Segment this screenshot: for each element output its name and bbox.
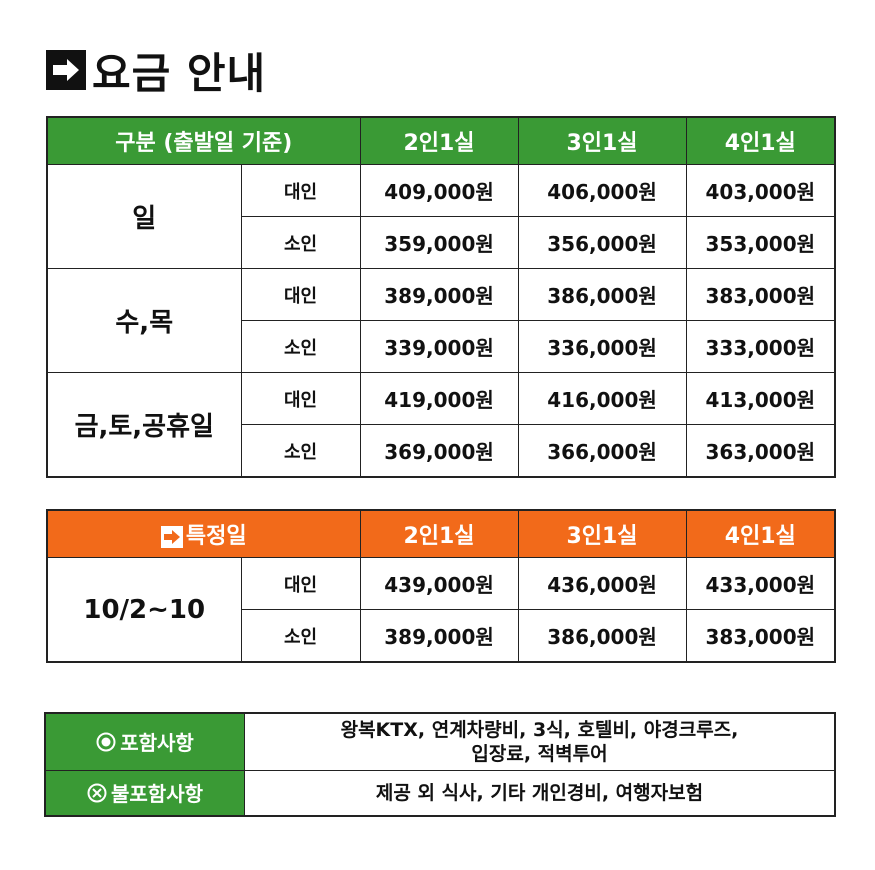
table-row: 소인 339,000원 336,000원 333,000원 <box>47 320 836 373</box>
table-row: 10/2~10 대인 439,000원 436,000원 433,000원 <box>46 557 836 663</box>
included-label: 포함사항 <box>120 731 194 755</box>
table-row: 금,토,공휴일 대인 419,000원 416,000원 413,000원 <box>46 372 836 478</box>
special-header-row: 특정일 2인1실 3인1실 4인1실 <box>46 509 836 558</box>
price-cell: 336,000원 <box>517 320 687 373</box>
table-row: 소인 389,000원 386,000원 383,000원 <box>47 609 836 663</box>
regular-header-row: 구분 (출발일 기준) 2인1실 3인1실 4인1실 <box>46 116 836 165</box>
price-cell: 359,000원 <box>359 216 519 269</box>
header-category: 구분 (출발일 기준) <box>46 116 361 165</box>
price-cell: 383,000원 <box>685 268 836 321</box>
circle-dot-icon <box>96 732 116 757</box>
header-3person: 3인1실 <box>517 116 687 165</box>
age-child: 소인 <box>240 216 361 269</box>
group-fri-sat-holiday: 금,토,공휴일 <box>46 372 242 478</box>
special-price-table: 특정일 2인1실 3인1실 4인1실 10/2~10 대인 439,000원 4… <box>46 509 837 663</box>
header-special-label: 특정일 <box>185 524 247 549</box>
page-title: 요금 안내 <box>46 42 266 98</box>
price-cell: 363,000원 <box>685 424 836 478</box>
price-cell: 339,000원 <box>359 320 519 373</box>
price-cell: 366,000원 <box>517 424 687 478</box>
price-cell: 403,000원 <box>685 164 836 217</box>
included-value: 왕복KTX, 연계차량비, 3식, 호텔비, 야경크루즈, 입장료, 적벽투어 <box>244 712 836 771</box>
header-3person: 3인1실 <box>517 509 687 558</box>
price-cell: 439,000원 <box>359 557 519 610</box>
arrow-right-box-icon <box>160 526 183 548</box>
age-child: 소인 <box>240 424 361 478</box>
group-sunday: 일 <box>46 164 242 269</box>
arrow-right-box-icon <box>46 50 86 90</box>
included-row: 포함사항 왕복KTX, 연계차량비, 3식, 호텔비, 야경크루즈, 입장료, … <box>44 712 836 771</box>
header-special-date: 특정일 <box>46 509 361 558</box>
age-adult: 대인 <box>240 557 361 610</box>
table-row: 수,목 대인 389,000원 386,000원 383,000원 <box>46 268 836 373</box>
included-line-1: 왕복KTX, 연계차량비, 3식, 호텔비, 야경크루즈, <box>340 719 739 741</box>
table-row: 소인 359,000원 356,000원 353,000원 <box>47 216 836 269</box>
table-row: 소인 369,000원 366,000원 363,000원 <box>47 424 836 478</box>
age-child: 소인 <box>240 609 361 663</box>
price-cell: 413,000원 <box>685 372 836 425</box>
excluded-label-cell: 불포함사항 <box>44 770 245 817</box>
header-2person: 2인1실 <box>359 116 519 165</box>
price-cell: 416,000원 <box>517 372 687 425</box>
price-cell: 419,000원 <box>359 372 519 425</box>
group-wed-thu: 수,목 <box>46 268 242 373</box>
circle-x-icon <box>87 783 107 808</box>
inclusions-table: 포함사항 왕복KTX, 연계차량비, 3식, 호텔비, 야경크루즈, 입장료, … <box>44 712 836 817</box>
header-4person: 4인1실 <box>685 509 836 558</box>
price-cell: 383,000원 <box>685 609 836 663</box>
header-2person: 2인1실 <box>359 509 519 558</box>
excluded-label: 불포함사항 <box>111 782 203 806</box>
price-cell: 409,000원 <box>359 164 519 217</box>
price-cell: 333,000원 <box>685 320 836 373</box>
price-cell: 369,000원 <box>359 424 519 478</box>
age-adult: 대인 <box>240 164 361 217</box>
price-cell: 389,000원 <box>359 609 519 663</box>
page-title-text: 요금 안내 <box>92 48 267 98</box>
price-cell: 433,000원 <box>685 557 836 610</box>
price-cell: 356,000원 <box>517 216 687 269</box>
excluded-row: 불포함사항 제공 외 식사, 기타 개인경비, 여행자보험 <box>44 770 836 817</box>
price-cell: 406,000원 <box>517 164 687 217</box>
excluded-value: 제공 외 식사, 기타 개인경비, 여행자보험 <box>244 770 836 817</box>
age-adult: 대인 <box>240 268 361 321</box>
group-special-dates: 10/2~10 <box>46 557 242 663</box>
age-child: 소인 <box>240 320 361 373</box>
header-4person: 4인1실 <box>685 116 836 165</box>
regular-price-table: 구분 (출발일 기준) 2인1실 3인1실 4인1실 일 대인 409,000원… <box>46 116 837 478</box>
price-cell: 386,000원 <box>517 268 687 321</box>
table-row: 일 대인 409,000원 406,000원 403,000원 <box>46 164 836 269</box>
price-cell: 386,000원 <box>517 609 687 663</box>
included-line-2: 입장료, 적벽투어 <box>471 743 608 765</box>
price-cell: 353,000원 <box>685 216 836 269</box>
price-cell: 389,000원 <box>359 268 519 321</box>
included-label-cell: 포함사항 <box>44 712 245 771</box>
price-cell: 436,000원 <box>517 557 687 610</box>
age-adult: 대인 <box>240 372 361 425</box>
